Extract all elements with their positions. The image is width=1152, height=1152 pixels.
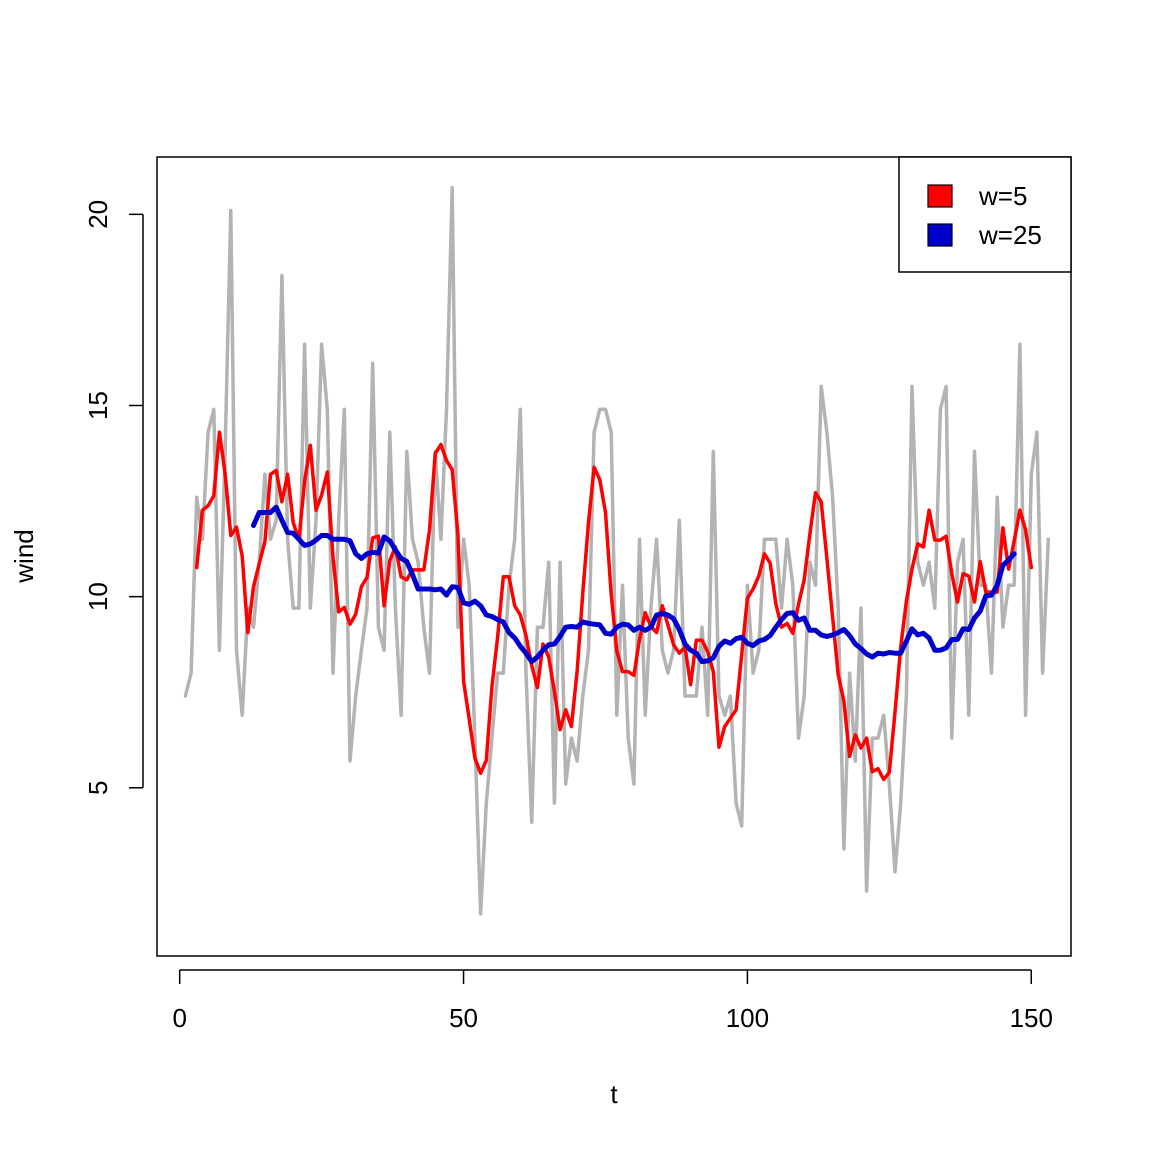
- y-tick-label: 5: [83, 781, 113, 795]
- y-axis-title: wind: [9, 529, 39, 583]
- x-axis-title: t: [610, 1079, 618, 1109]
- legend-swatch: [927, 223, 953, 247]
- series-line-w5: [194, 430, 1034, 782]
- legend: w=5 w=25: [898, 156, 1072, 273]
- y-tick-label: 20: [83, 200, 113, 229]
- y-tick-label: 15: [83, 391, 113, 420]
- legend-label: w=25: [978, 220, 1042, 250]
- legend-box: [898, 156, 1072, 273]
- series-layer: [183, 185, 1051, 916]
- x-tick-label: 100: [726, 1003, 769, 1033]
- plot-frame: [156, 156, 1072, 957]
- series-line-raw: [183, 185, 1051, 916]
- series-line-w25: [251, 504, 1017, 665]
- x-tick-label: 50: [449, 1003, 478, 1033]
- axis-layer: 0 50 100 150 5 10 15 20: [83, 200, 1053, 1033]
- legend-swatch: [927, 184, 953, 208]
- legend-label: w=5: [978, 181, 1027, 211]
- x-tick-label: 0: [172, 1003, 186, 1033]
- y-tick-label: 10: [83, 582, 113, 611]
- x-tick-label: 150: [1010, 1003, 1053, 1033]
